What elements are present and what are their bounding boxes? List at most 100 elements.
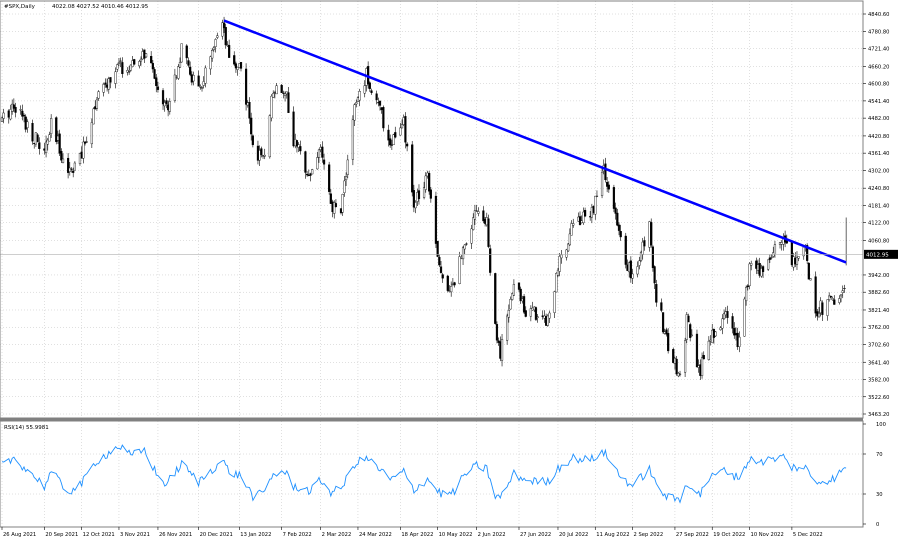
trendline[interactable] [223, 19, 847, 264]
candle-body [731, 316, 734, 329]
candle-body [197, 75, 200, 87]
price-tick-label: 3942.00 [868, 273, 889, 279]
candle-body [600, 171, 604, 196]
candle-body [58, 133, 61, 154]
candle-body [406, 143, 409, 147]
time-tick-label: 13 Jan 2022 [240, 532, 271, 538]
price-tick-label: 4302.00 [868, 168, 889, 174]
candle-body [263, 154, 266, 157]
chart-symbol: #SPX,Daily [4, 4, 36, 10]
candle-body [773, 244, 777, 255]
price-tick-label: 3882.60 [868, 290, 889, 296]
panel-separator[interactable] [0, 418, 863, 421]
price-grid [0, 1, 863, 527]
rsi-tick-label: 100 [876, 422, 886, 428]
candle-body [700, 357, 704, 376]
candle-body [275, 85, 278, 95]
time-tick-label: 3 Nov 2021 [120, 532, 150, 538]
rsi-tick-label: 70 [876, 452, 883, 458]
candle-body [607, 184, 610, 190]
candle-body [412, 189, 415, 208]
candle-body [434, 195, 438, 244]
candle-body [604, 163, 607, 181]
candle-body [594, 195, 597, 215]
candle-body [353, 104, 356, 121]
candle-body [714, 331, 717, 337]
candle-body [378, 100, 382, 106]
time-tick-label: 11 Aug 2022 [596, 532, 629, 538]
candle-body [450, 286, 453, 293]
candle-body [429, 189, 432, 199]
candle-body [82, 141, 85, 159]
candle-body [109, 77, 112, 83]
candle-body [470, 228, 473, 244]
candle-body [287, 92, 290, 113]
candle-body [22, 114, 26, 117]
candle-body [392, 134, 395, 146]
time-tick-label: 2 Mar 2022 [322, 532, 352, 538]
candle-body [726, 311, 729, 318]
time-tick-label: 27 Sep 2022 [676, 532, 709, 538]
candle-body [250, 117, 253, 135]
price-tick-label: 3522.60 [868, 395, 889, 401]
price-axis[interactable]: 4840.60 4780.80 4721.40 4660.20 4600.80 4541.… [863, 12, 889, 418]
candle-body [95, 99, 99, 109]
candle-body [248, 102, 251, 119]
candle-body [517, 282, 521, 290]
candle-body [211, 50, 214, 59]
candle-body [92, 108, 95, 125]
candle-body [368, 82, 371, 89]
candle-body [12, 104, 15, 109]
candle-body [477, 211, 480, 214]
candle-body [209, 56, 212, 70]
candle-body [155, 77, 158, 87]
candle-body [685, 314, 688, 340]
price-tick-label: 4181.40 [868, 203, 889, 209]
candle-body [509, 299, 512, 310]
candle-body [133, 59, 136, 65]
candle-body [438, 256, 441, 266]
candle-body [161, 90, 165, 105]
candle-body [582, 211, 585, 224]
candle-body [500, 339, 504, 361]
candle-body [97, 91, 100, 99]
candle-body [151, 62, 154, 70]
last-price-badge-bg [864, 249, 898, 259]
candle-body [473, 210, 477, 220]
candle-body [702, 354, 705, 360]
candle-body [841, 290, 844, 294]
time-tick-label: 24 Mar 2022 [359, 532, 392, 538]
candle-body [606, 182, 609, 187]
candle-body [355, 102, 358, 105]
price-tick-label: 4361.40 [868, 151, 889, 157]
candle-body [661, 312, 665, 333]
candle-body [68, 167, 71, 172]
candle-body [382, 107, 385, 129]
price-tick-label: 4721.40 [868, 47, 889, 53]
candle-body [417, 190, 421, 200]
candle-body [70, 168, 73, 170]
time-tick-label: 20 Jul 2022 [559, 532, 588, 538]
candle-body [629, 260, 632, 279]
candle-body [14, 106, 17, 113]
candle-body [482, 210, 485, 222]
candle-body [519, 288, 522, 301]
candle-body [400, 124, 404, 129]
candle-body [807, 262, 810, 280]
candle-body [614, 207, 617, 214]
candle-body [189, 66, 192, 75]
candle-body [446, 275, 449, 291]
candle-body [399, 127, 402, 136]
price-tick-label: 4060.80 [868, 238, 889, 244]
candle-body [48, 134, 51, 142]
candle-body [321, 146, 324, 158]
candle-body [351, 119, 354, 160]
candle-body [687, 315, 690, 323]
candle-body [55, 117, 58, 142]
candle-body [660, 302, 663, 311]
candle-body [343, 180, 346, 194]
candle-body [828, 295, 831, 301]
candle-body [558, 256, 561, 272]
time-axis[interactable]: 26 Aug 2021 20 Sep 2021 12 Oct 2021 3 Nov 2… [1, 527, 823, 538]
